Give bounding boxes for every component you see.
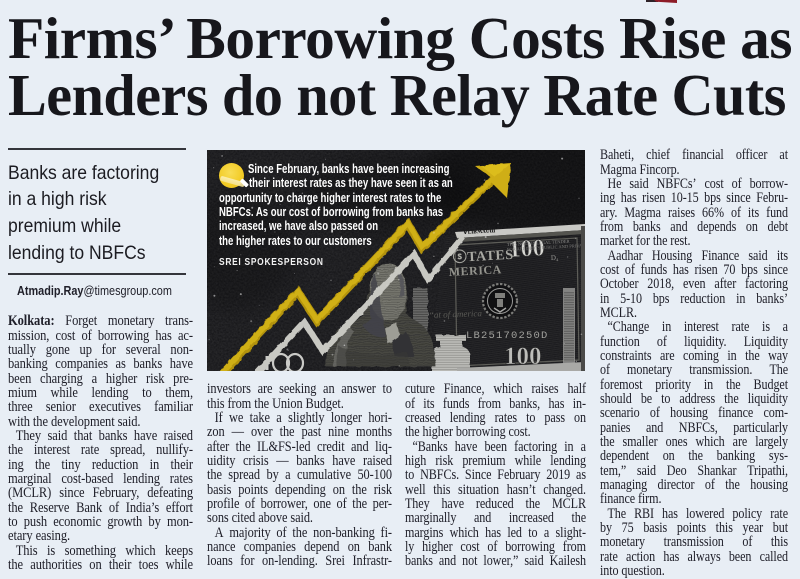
svg-text:100: 100 — [508, 235, 545, 263]
svg-text:LB25170250D: LB25170250D — [466, 330, 549, 342]
svg-text:ⓢTATES: ⓢTATES — [452, 246, 514, 266]
svg-text:THIS NOTE IS LEGAL TENDER: THIS NOTE IS LEGAL TENDER — [507, 239, 570, 247]
svg-text:MERICA: MERICA — [448, 262, 502, 279]
svg-text:“at of america: “at of america — [429, 308, 483, 320]
svg-text:FOR ALL DEBTS PUBLIC AND PRIVA: FOR ALL DEBTS PUBLIC AND PRIVATE — [507, 243, 585, 252]
svg-text:Ɐʟıʁʍʌʋɯ: Ɐʟıʁʍʌʋɯ — [462, 226, 496, 236]
svg-text:D₄: D₄ — [551, 254, 559, 262]
